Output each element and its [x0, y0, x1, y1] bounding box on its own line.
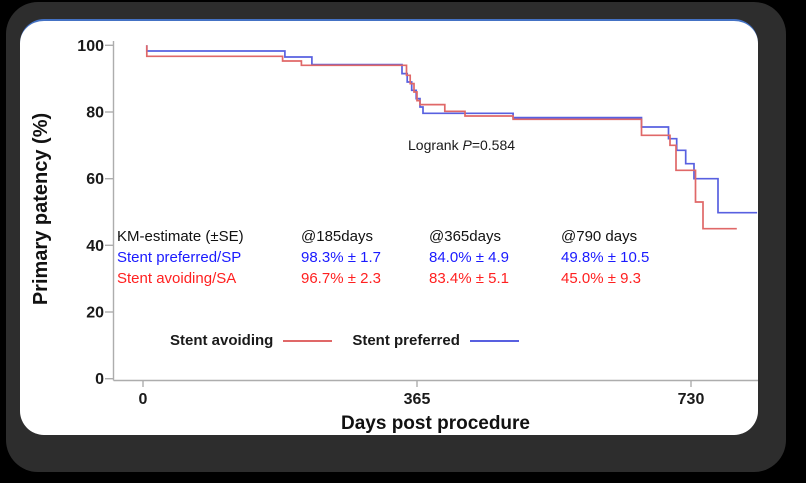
- logrank-p-symbol: P: [462, 137, 472, 153]
- km-row-sa-790: 45.0% ± 9.3: [561, 270, 641, 287]
- legend-label-stent-avoiding: Stent avoiding: [170, 332, 274, 349]
- legend-label-stent-preferred: Stent preferred: [352, 332, 460, 349]
- curve-stent-avoiding: [145, 45, 737, 230]
- km-estimate-table: KM-estimate (±SE) @185days @365days @790…: [117, 228, 731, 291]
- x-tick-label: 730: [678, 391, 705, 408]
- curve-stent-preferred: [145, 45, 758, 214]
- km-header-label: KM-estimate (±SE): [117, 228, 244, 245]
- logrank-prefix: Logrank: [408, 137, 463, 153]
- km-row-sp-790: 49.8% ± 10.5: [561, 249, 650, 266]
- km-plot: 0 20 40 60 80 100 0 365 730: [77, 38, 758, 408]
- x-axis-title: Days post procedure: [341, 413, 530, 434]
- legend-line-stent-preferred: [469, 339, 519, 342]
- km-row-sp-label: Stent preferred/SP: [117, 249, 242, 266]
- x-tick-label: 0: [139, 391, 148, 408]
- km-row-sa-185: 96.7% ± 2.3: [301, 270, 381, 287]
- y-tick-label: 100: [77, 38, 104, 55]
- y-tick-label: 60: [86, 171, 104, 188]
- y-tick-label: 40: [86, 238, 104, 255]
- logrank-annotation: Logrank P=0.584: [408, 137, 515, 153]
- y-tick-label: 20: [86, 305, 104, 322]
- x-tick-label: 365: [404, 391, 431, 408]
- km-header-790: @790 days: [561, 228, 638, 245]
- km-row-sa-365: 83.4% ± 5.1: [429, 270, 509, 287]
- y-tick-label: 80: [86, 105, 104, 122]
- chart-panel: Primary patency (%) 0 20 40 60 80 100 0 365 730 …: [20, 19, 758, 435]
- y-tick-label: 0: [95, 371, 104, 388]
- km-header-185: @185days: [301, 228, 373, 245]
- logrank-value: =0.584: [471, 137, 516, 153]
- km-header-365: @365days: [429, 228, 501, 245]
- km-row-sa-label: Stent avoiding/SA: [117, 270, 237, 287]
- km-row-sp-365: 84.0% ± 4.9: [429, 249, 509, 266]
- legend-line-stent-avoiding: [283, 339, 333, 342]
- legend: Stent avoiding Stent preferred: [170, 332, 519, 349]
- km-row-sp-185: 98.3% ± 1.7: [301, 249, 381, 266]
